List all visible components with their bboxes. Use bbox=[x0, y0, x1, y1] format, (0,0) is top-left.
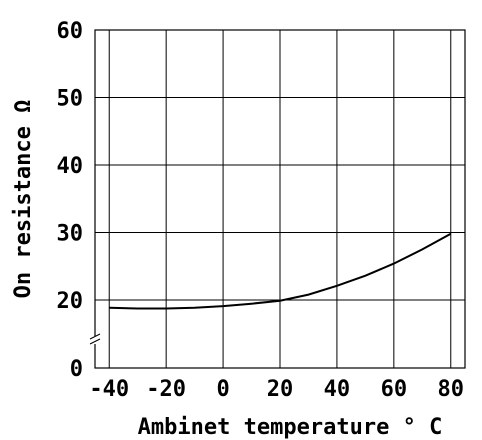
x-tick-label: -40 bbox=[89, 377, 129, 402]
y-tick-label: 60 bbox=[57, 19, 84, 44]
x-tick-label: -20 bbox=[146, 377, 186, 402]
x-tick-label: 40 bbox=[324, 377, 351, 402]
y-tick-label: 40 bbox=[57, 154, 84, 179]
x-tick-label: 0 bbox=[216, 377, 229, 402]
y-tick-label: 0 bbox=[70, 357, 83, 382]
x-tick-label: 20 bbox=[267, 377, 294, 402]
y-axis-label: On resistance Ω bbox=[11, 100, 36, 299]
y-tick-label: 20 bbox=[57, 289, 84, 314]
axis-break-gap bbox=[90, 336, 100, 344]
series bbox=[109, 232, 452, 310]
y-tick-label: 30 bbox=[57, 222, 84, 247]
plot-frame bbox=[94, 29, 466, 369]
axis-break-line bbox=[89, 338, 101, 345]
tick-labels: -40 -20 0 20 40 60 80 0 20 30 40 50 60 bbox=[57, 19, 465, 402]
series-line bbox=[109, 232, 452, 310]
axis-break-mark bbox=[89, 333, 101, 345]
grid bbox=[95, 30, 465, 368]
axis-break-line bbox=[89, 333, 101, 340]
x-axis-label: Ambinet temperature ° C bbox=[138, 415, 443, 440]
x-tick-label: 80 bbox=[438, 377, 465, 402]
x-tick-label: 60 bbox=[381, 377, 408, 402]
y-tick-label: 50 bbox=[57, 87, 84, 112]
